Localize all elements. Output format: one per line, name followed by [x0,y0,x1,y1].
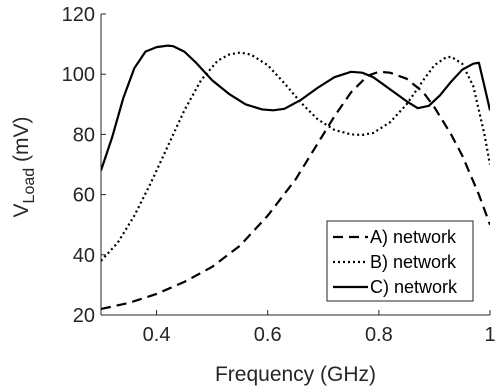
y-tick-label: 120 [62,4,95,26]
y-axis-label-subscript: Load [21,168,38,204]
y-axis-label: VLoad (mV) [10,117,38,218]
series-layer [101,44,490,311]
y-tick-label: 40 [73,245,95,267]
series-line-c [101,44,490,171]
y-tick-label: 100 [62,64,95,86]
x-tick-label: 0.4 [143,324,171,346]
series-line-a [101,70,490,311]
y-tick-label: 20 [73,305,95,327]
legend: A) network B) network C) network [326,220,474,302]
y-axis-label-unit: (mV) [10,117,33,168]
x-tick-label: 0.8 [365,324,393,346]
legend-label-a: A) network [370,227,457,247]
x-axis-label: Frequency (GHz) [215,363,376,386]
x-axis-tick-labels: 0.4 0.6 0.8 1 [143,324,495,346]
y-tick-label: 60 [73,185,95,207]
legend-label-c: C) network [370,277,458,297]
y-axis-tick-labels: 20 40 60 80 100 120 [62,4,95,327]
x-tick-label: 0.6 [254,324,282,346]
y-tick-label: 80 [73,124,95,146]
series-line-b [101,51,490,262]
y-axis-label-main: V [10,203,33,217]
x-tick-label: 1 [484,324,495,346]
x-axis-ticks [156,310,491,315]
legend-label-b: B) network [370,252,457,272]
legend-items: A) network B) network C) network [333,227,458,297]
